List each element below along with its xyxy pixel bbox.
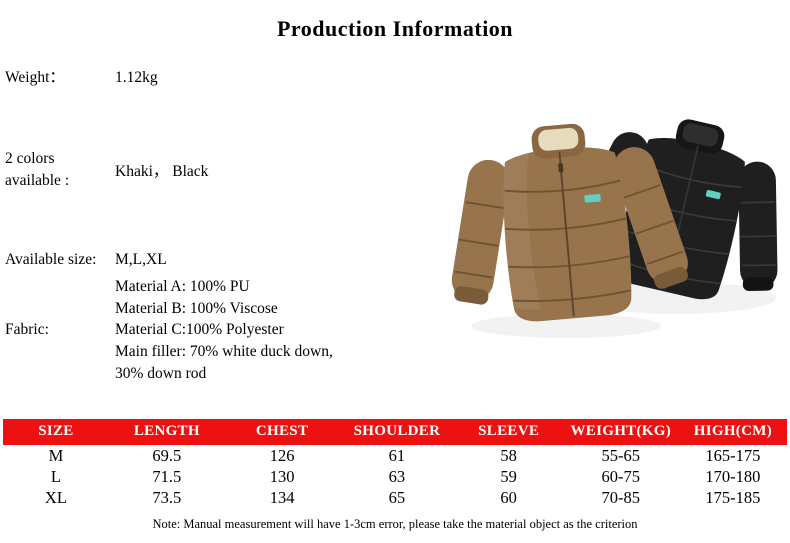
cell: L — [50, 467, 61, 486]
cell: 55-65 — [601, 446, 641, 465]
product-photo — [451, 119, 778, 338]
cell: 65 — [388, 488, 406, 507]
table-row-xl: XL 73.5 134 65 60 70-85 175-185 — [3, 487, 787, 508]
cell: 60-75 — [601, 467, 641, 486]
available-size-value: M,L,XL — [115, 251, 167, 268]
column-header-length: LENGTH — [133, 423, 200, 439]
fabric-line: Material C:100% Polyester — [115, 321, 284, 339]
table-row-m: M 69.5 126 61 58 55-65 165-175 — [3, 445, 787, 466]
column-header-weight: WEIGHT(KG) — [570, 423, 671, 439]
cell: 69.5 — [152, 446, 182, 465]
measurement-note: Note: Manual measurement will have 1-3cm… — [152, 517, 638, 531]
cell: XL — [44, 488, 67, 507]
column-header-sleeve: SLEEVE — [478, 423, 540, 439]
cell: 59 — [500, 467, 517, 486]
size-table: SIZE LENGTH CHEST SHOULDER SLEEVE WEIGHT… — [3, 419, 787, 508]
cell: 73.5 — [152, 488, 182, 507]
khaki-jacket-zipper-pull — [558, 162, 564, 173]
khaki-jacket-chest-tag — [584, 194, 601, 203]
available-size-label: Available size: — [5, 251, 97, 268]
size-table-header-row: SIZE LENGTH CHEST SHOULDER SLEEVE WEIGHT… — [3, 419, 787, 445]
khaki-jacket — [451, 123, 688, 322]
column-header-shoulder: SHOULDER — [353, 423, 441, 439]
cell: 70-85 — [601, 488, 641, 507]
cell: 165-175 — [705, 446, 761, 465]
column-header-size: SIZE — [38, 423, 74, 439]
cell: M — [48, 446, 64, 465]
khaki-jacket-zipper — [558, 151, 575, 317]
cell: 58 — [500, 446, 517, 465]
cell: 134 — [269, 488, 295, 507]
cell: 175-185 — [705, 488, 761, 507]
cell: 61 — [388, 446, 406, 465]
weight-label: Weight： — [5, 69, 65, 86]
cell: 63 — [388, 467, 406, 486]
column-header-high: HIGH(CM) — [693, 423, 772, 439]
colors-value: Khaki， Black — [115, 163, 209, 180]
page-title: Production Information — [276, 16, 514, 41]
cell: 60 — [500, 488, 517, 507]
photo-shadow — [471, 314, 661, 338]
fabric-line: Main filler: 70% white duck down, — [115, 343, 333, 361]
cell: 130 — [269, 467, 295, 486]
column-header-chest: CHEST — [255, 423, 309, 439]
cell: 126 — [269, 446, 295, 465]
cell: 170-180 — [705, 467, 761, 486]
cell: 71.5 — [152, 467, 182, 486]
fabric-label: Fabric: — [5, 321, 49, 338]
table-row-l: L 71.5 130 63 59 60-75 170-180 — [3, 466, 787, 487]
fabric-line: Material B: 100% Viscose — [115, 299, 278, 317]
fabric-line: Material A: 100% PU — [115, 278, 250, 295]
weight-value: 1.12kg — [115, 69, 158, 86]
black-jacket-chest-tag — [705, 189, 721, 200]
fabric-line: 30% down rod — [115, 364, 207, 382]
colors-label: 2 colors available : — [5, 150, 70, 189]
fabric-value: Material A: 100% PU Material B: 100% Vis… — [115, 276, 333, 385]
